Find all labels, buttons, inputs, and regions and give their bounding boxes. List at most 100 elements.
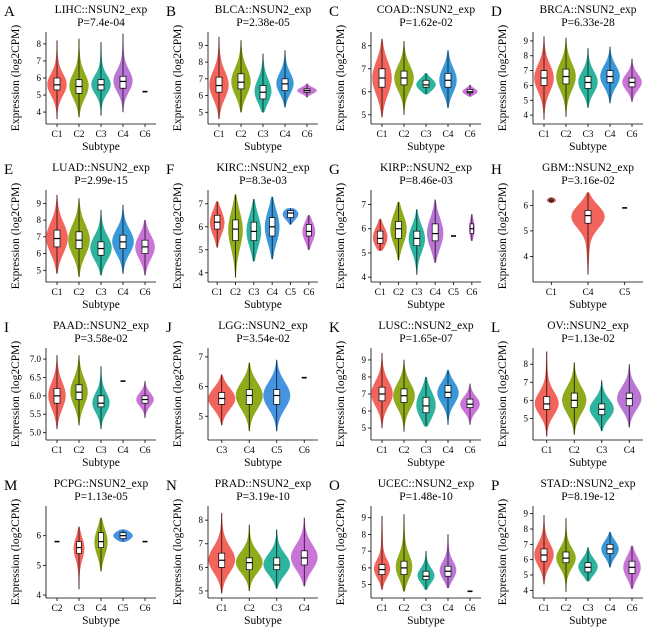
y-tick-label: 9 [524,509,529,519]
y-axis-title: Expression (log2CPM) [335,25,347,132]
panel-pvalue: P=1.65e-07 [399,333,453,345]
y-tick-label: 7 [362,64,367,74]
y-tick-label: 4 [37,590,42,600]
y-tick-label: 5 [362,580,367,590]
x-tick-label: C2 [560,130,571,140]
y-tick-label: 6 [524,200,529,210]
panel-pvalue: P=6.33e-28 [561,17,615,29]
x-tick-label: C3 [248,288,259,298]
y-tick-label: 5 [524,226,529,236]
x-tick-label: C1 [51,446,62,456]
x-tick-label: C1 [213,130,224,140]
x-tick-label: C3 [420,130,431,140]
y-tick-label: 4 [362,272,367,282]
panel-title: LIHC::NSUN2_exp [55,4,148,16]
panel-letter: A [4,4,15,20]
y-tick-label: 4 [524,110,529,120]
y-tick-label: 6 [524,395,529,405]
x-tick-label: C5 [285,288,296,298]
x-tick-label: C4 [430,288,441,298]
x-tick-label: C4 [604,604,615,614]
violin-box [281,78,289,91]
y-tick-label: 9 [362,513,367,523]
panel-title: LUSC::NSUN2_exp [378,320,473,332]
y-tick-label: 5 [362,423,367,433]
panel-pvalue: P=8.46e-03 [399,175,453,187]
x-tick-label: C5 [117,604,128,614]
panel-letter: E [4,162,13,178]
x-tick-label: C4 [117,288,128,298]
panel-letter: H [491,162,502,178]
panel-pvalue: P=2.38e-05 [236,17,290,29]
y-tick-label: 6 [199,562,204,572]
y-axis-title: Expression (log2CPM) [172,25,184,132]
y-tick-label: 7 [524,66,529,76]
y-tick-label: 9 [362,355,367,365]
x-tick-label: C2 [393,288,404,298]
x-axis-title: Subtype [82,615,120,627]
x-tick-label: C4 [624,446,635,456]
violin-box [273,557,281,571]
y-tick-label: 5 [199,107,204,117]
x-tick-label: C2 [235,130,246,140]
y-axis-title: Expression (log2CPM) [10,183,22,290]
x-tick-label: C3 [95,130,106,140]
y-tick-label: 8 [37,215,42,225]
y-tick-label: 8 [524,359,529,369]
x-tick-label: C1 [376,130,387,140]
x-tick-label: C5 [619,288,630,298]
violin-box [245,557,253,571]
panel-title: PRAD::NSUN2_exp [215,478,312,490]
panel-title: KIRP::NSUN2_exp [380,162,472,174]
y-tick-label: 7 [199,352,204,362]
violin-box [562,551,570,564]
y-tick-label: 7 [362,389,367,399]
x-tick-label: C3 [420,604,431,614]
x-tick-label: C3 [582,130,593,140]
violin-box [466,398,474,408]
violin-box [215,76,223,93]
y-tick-label: 9 [37,198,42,208]
y-axis-title: Expression (log2CPM) [10,25,22,132]
y-tick-label: 8 [362,372,367,382]
violin-box [98,532,104,548]
y-tick-label: 8 [524,51,529,61]
x-tick-label: C4 [117,446,128,456]
x-tick-label: C2 [569,446,580,456]
panel-letter: P [491,478,499,494]
panel-title: GBM::NSUN2_exp [542,162,634,174]
violin-box [543,396,551,410]
violin-box [305,224,312,237]
panel-letter: M [4,478,17,494]
y-tick-label: 6 [362,87,367,97]
y-tick-label: 7 [199,199,204,209]
y-tick-label: 5 [199,245,204,255]
x-tick-label: C1 [216,604,227,614]
panel-pvalue: P=8.19e-12 [561,491,615,503]
y-tick-label: 7 [362,546,367,556]
x-axis-title: Subtype [569,457,607,469]
x-tick-label: C4 [244,446,255,456]
panel-pvalue: P=1.62e-02 [399,17,453,29]
y-tick-label: 5 [37,265,42,275]
x-tick-label: C2 [398,446,409,456]
y-tick-label: 6 [362,406,367,416]
y-axis-title: Expression (log2CPM) [497,499,509,606]
x-tick-label: C6 [299,446,310,456]
x-tick-label: C1 [375,288,386,298]
panel-letter: N [166,478,177,494]
x-tick-label: C6 [303,288,314,298]
y-tick-label: 7 [37,56,42,66]
x-tick-label: C1 [51,130,62,140]
y-axis-title: Expression (log2CPM) [172,499,184,606]
y-tick-label: 6 [37,531,42,541]
